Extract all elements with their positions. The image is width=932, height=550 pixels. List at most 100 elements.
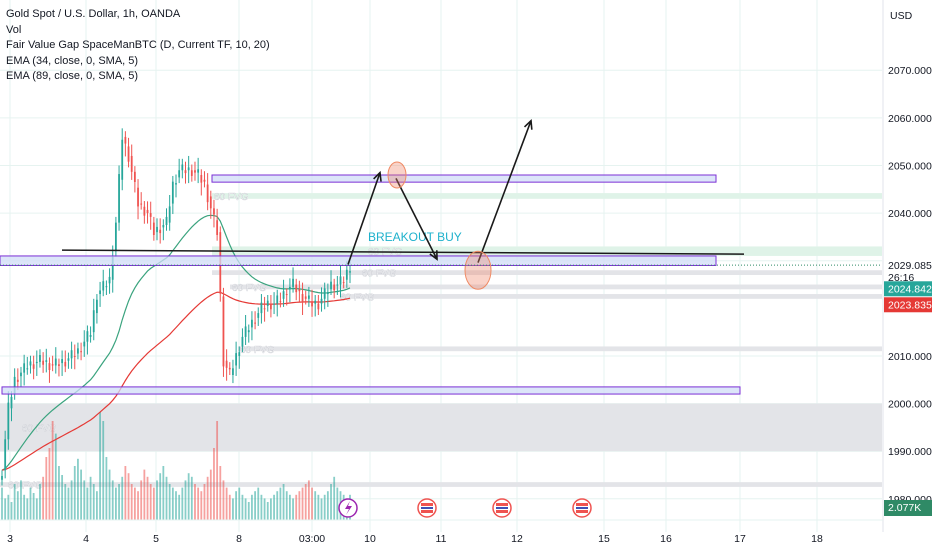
last-price-label-text: 2029.085 [888,260,932,272]
volume-bar [247,502,250,520]
volume-value-label [884,500,932,516]
ema89-indicator-label[interactable]: EMA (89, close, 0, SMA, 5) [6,70,139,82]
volume-bar [311,487,313,520]
trend-arrow[interactable] [347,172,381,265]
candle-body [200,175,203,183]
fvg-band [340,294,882,299]
arrow-head[interactable] [523,118,533,130]
fvg-label: 60 FVG [340,292,375,303]
breakout-annotation[interactable]: BREAKOUT BUY [368,230,462,244]
candle-body [317,303,320,310]
time-tick-label: 12 [511,533,523,545]
volume-bar [39,484,41,520]
volume-bar [304,484,307,520]
candle-body [266,300,269,306]
drawing-layer[interactable]: BREAKOUT BUY [0,118,882,290]
arrow-head[interactable] [373,170,382,182]
candle-body [314,300,317,304]
volume-bar [92,484,95,520]
volume-bar [184,480,187,520]
event-layer[interactable] [338,498,592,518]
fvg-band [212,246,882,256]
breakout-line[interactable] [61,249,745,255]
volume-bar [273,494,275,520]
candle-body [241,336,244,347]
time-axis[interactable]: 3 4 5 8 03:00 10 11 12 15 16 17 18 [0,519,932,550]
volume-bar [178,494,181,520]
ema34-indicator-label[interactable]: EMA (34, close, 0, SMA, 5) [6,54,139,67]
candle-body [7,402,10,440]
price-tick-label: 2060.000 [888,113,932,125]
fvg-indicator-label[interactable]: Fair Value Gap SpaceManBTC (D, Current T… [6,39,270,51]
candle-body [99,290,101,295]
volume-bar [124,466,127,520]
volume-bar [270,498,272,520]
candle-body [80,351,82,353]
lightning-glyph [345,501,352,515]
last-price-label-text: 26:16 [888,272,914,284]
volume-bar [102,421,105,520]
volume-bar [51,421,54,520]
candle-body [206,184,209,203]
candle-body [345,269,348,280]
volume-bar [266,502,269,520]
candle-body [111,256,114,280]
volume-bar [187,473,190,520]
candle-body [254,322,256,324]
candle-body [187,167,190,171]
time-tick-label: 16 [660,533,672,545]
volume-bar [285,491,288,520]
trend-arrow[interactable] [477,120,532,263]
volume-bar [156,480,158,520]
time-tick-label: 10 [364,533,376,545]
flag-stripe [576,503,588,506]
candle-body [216,220,219,235]
price-axis[interactable]: USD 2070.000 2060.000 2050.000 2040.000 2010.… [882,0,932,550]
candle-body [184,170,187,174]
candle-body [77,348,79,354]
time-tick-label: 18 [811,533,823,545]
volume-bar [298,491,301,520]
time-tick-label: 03:00 [299,533,325,545]
reaction-circle[interactable] [464,250,492,290]
candle-body [333,284,336,291]
volume-bar [20,480,22,520]
candle-body [298,289,301,292]
candle-body [105,286,108,288]
flag-stripe [421,507,433,509]
vol-indicator-label[interactable]: Vol [6,23,22,36]
volume-bar [216,421,219,520]
volume-bar [96,491,98,520]
fvg-label: 60 FVG [362,269,397,280]
candle-body [23,363,26,373]
candle-body [276,295,279,304]
candle-body [244,326,247,337]
candle-body [118,174,120,223]
volume-bar [323,494,326,520]
arrow-head[interactable] [429,250,438,261]
volume-bar [209,469,212,520]
trend-arrow[interactable] [395,177,438,260]
candle-body [257,313,260,318]
volume-bar [127,473,130,520]
volume-layer [1,412,351,520]
candle-body [330,281,332,290]
time-tick-label: 11 [436,533,447,545]
fvg-band [0,482,882,487]
volume-bar [108,469,111,520]
candle-body [54,358,57,366]
reaction-circle[interactable] [387,161,407,189]
candle-body [263,308,266,310]
fvg-label: 60 FVG [214,192,249,203]
ema89-price-label-text: 2023.835 [888,299,932,311]
candle-body [10,396,13,409]
time-tick-label: 15 [598,533,610,545]
candle-body [130,155,133,172]
candle-body [213,208,215,215]
candle-body [190,170,193,176]
volume-bar [235,491,238,520]
candle-body [83,341,86,347]
symbol-title[interactable]: Gold Spot / U.S. Dollar, 1h, OANDA [6,8,181,20]
candle-body [279,301,282,303]
